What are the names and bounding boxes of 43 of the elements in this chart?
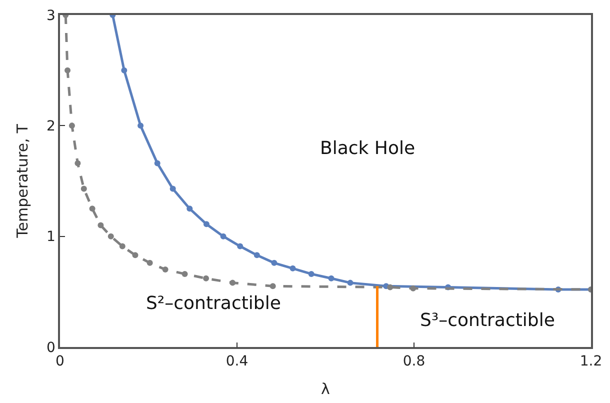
y-tick-label: 1 bbox=[46, 229, 56, 246]
point bbox=[154, 160, 160, 166]
point bbox=[146, 260, 153, 266]
annotation: S²–contractible bbox=[146, 293, 281, 314]
point bbox=[121, 67, 128, 74]
point bbox=[347, 280, 354, 286]
y-axis-title: Temperature, T bbox=[13, 123, 32, 239]
point bbox=[271, 260, 278, 266]
point bbox=[98, 222, 104, 228]
point bbox=[203, 275, 210, 282]
point bbox=[308, 270, 314, 277]
x-axis-title: λ bbox=[321, 380, 330, 398]
point bbox=[138, 122, 144, 129]
x-tick-label: 0.8 bbox=[402, 354, 426, 370]
point bbox=[203, 221, 210, 228]
point bbox=[119, 243, 126, 250]
x-tick-label: 0.4 bbox=[226, 354, 248, 370]
point bbox=[270, 283, 276, 290]
point bbox=[186, 206, 193, 212]
y-tick-label: 3 bbox=[46, 8, 56, 24]
x-tick-label: 1.2 bbox=[580, 354, 602, 370]
point bbox=[68, 122, 75, 129]
point bbox=[132, 252, 138, 258]
point bbox=[237, 243, 244, 250]
point bbox=[254, 252, 260, 258]
point bbox=[74, 160, 81, 166]
annotation: Black Hole bbox=[320, 138, 416, 159]
point bbox=[162, 266, 168, 273]
point bbox=[89, 206, 96, 212]
point bbox=[108, 233, 114, 240]
point bbox=[220, 233, 226, 240]
point bbox=[64, 67, 71, 74]
point bbox=[80, 186, 87, 192]
point bbox=[328, 275, 334, 282]
point bbox=[170, 186, 176, 192]
y-tick-label: 2 bbox=[46, 118, 56, 135]
point bbox=[230, 280, 236, 286]
point bbox=[410, 285, 416, 292]
point bbox=[290, 265, 296, 272]
y-tick-label: 0 bbox=[46, 340, 56, 356]
annotation: S³–contractible bbox=[420, 310, 555, 331]
point bbox=[387, 284, 394, 290]
point bbox=[182, 270, 188, 277]
